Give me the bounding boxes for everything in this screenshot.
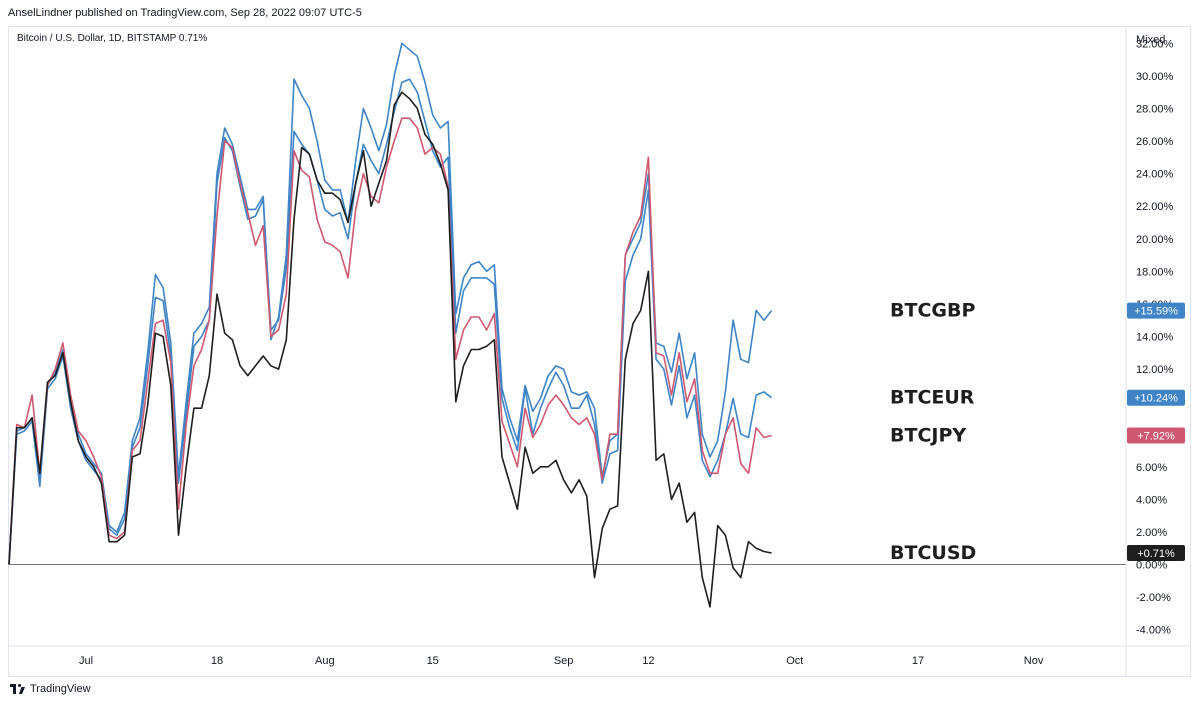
y-tick-label: -2.00%	[1136, 592, 1171, 604]
series-line-btcgbp[interactable]	[8, 42, 773, 565]
last-value-text: +7.92%	[1137, 431, 1175, 443]
footer-brand-label: TradingView	[30, 683, 91, 695]
series-line-btcjpy[interactable]	[8, 117, 772, 565]
tradingview-logo-icon	[10, 684, 25, 694]
y-tick-label: 12.00%	[1136, 364, 1174, 376]
x-tick-label: 18	[211, 655, 223, 667]
last-value-badge-btceur: +10.24%	[1127, 389, 1185, 406]
publisher-line: AnselLindner published on TradingView.co…	[8, 7, 362, 19]
y-tick-label: 4.00%	[1136, 494, 1167, 506]
x-tick-label: Sep	[554, 655, 574, 667]
annotation-btcjpy: BTCJPY	[890, 425, 966, 447]
last-value-text: +15.59%	[1134, 306, 1178, 318]
y-tick-label: 32.00%	[1136, 38, 1174, 50]
x-tick-label: Jul	[79, 655, 93, 667]
y-tick-label: 28.00%	[1136, 103, 1174, 115]
last-value-badge-btcusd: +0.71%	[1127, 544, 1185, 561]
y-tick-label: 20.00%	[1136, 234, 1174, 246]
x-tick-label: Aug	[315, 655, 335, 667]
series-line-btcusd[interactable]	[8, 91, 772, 608]
y-tick-label: 2.00%	[1136, 527, 1167, 539]
y-tick-label: 6.00%	[1136, 462, 1167, 474]
x-tick-label: Nov	[1024, 655, 1044, 667]
symbol-legend[interactable]: Bitcoin / U.S. Dollar, 1D, BITSTAMP 0.71…	[17, 33, 208, 44]
last-value-badge-btcgbp: +15.59%	[1127, 302, 1185, 319]
y-tick-label: 24.00%	[1136, 169, 1174, 181]
y-tick-label: 22.00%	[1136, 201, 1174, 213]
x-tick-label: 12	[642, 655, 654, 667]
badge-layer: +15.59% +10.24% +7.92% +0.71%	[1127, 302, 1185, 561]
last-value-text: +10.24%	[1134, 393, 1178, 405]
x-tick-label: Oct	[786, 655, 803, 667]
last-value-text: +0.71%	[1137, 548, 1175, 560]
annotation-btcgbp: BTCGBP	[890, 300, 975, 322]
scale-mode-label[interactable]: Mixed	[1136, 34, 1165, 46]
y-tick-label: 14.00%	[1136, 332, 1174, 344]
y-tick-label: 18.00%	[1136, 266, 1174, 278]
y-tick-label: 0.00%	[1136, 560, 1167, 572]
x-tick-label: 17	[912, 655, 924, 667]
y-tick-label: 26.00%	[1136, 136, 1174, 148]
annotation-btceur: BTCEUR	[890, 387, 975, 409]
axis-layer: -4.00%-2.00%0.00%2.00%4.00%6.00%8.00%10.…	[9, 27, 1190, 676]
plot-layer	[8, 42, 1126, 608]
footer-brand[interactable]: TradingView	[10, 683, 91, 695]
chart-frame	[8, 26, 1191, 677]
y-tick-label: 30.00%	[1136, 71, 1174, 83]
last-value-badge-btcjpy: +7.92%	[1127, 427, 1185, 444]
annotation-layer: BTCGBP BTCEUR BTCJPY BTCUSD	[890, 300, 976, 564]
annotation-btcusd: BTCUSD	[890, 542, 976, 564]
x-tick-label: 15	[427, 655, 439, 667]
y-tick-label: -4.00%	[1136, 625, 1171, 637]
